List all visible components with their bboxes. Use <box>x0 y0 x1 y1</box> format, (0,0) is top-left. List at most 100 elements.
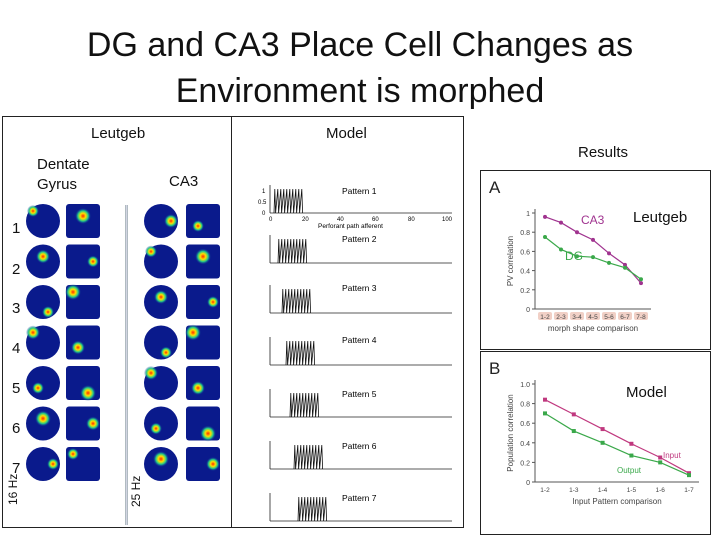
row-number: 2 <box>12 261 21 278</box>
place-field-map <box>66 406 100 441</box>
data-point <box>575 230 579 235</box>
chart-b-panel: B 0 0.2 0.4 0.6 0.8 1.0 1-2 1-3 1-4 1-5 1-6 1-7 Input… <box>480 351 711 535</box>
data-point <box>623 262 627 267</box>
y-tick-label: 0.6 <box>520 249 530 256</box>
data-point <box>639 281 643 286</box>
panel-letter: B <box>489 359 500 378</box>
data-point <box>571 429 576 434</box>
place-field-map <box>26 244 60 279</box>
y-tick-label: 0 <box>526 307 530 314</box>
place-field-map <box>26 447 60 481</box>
row-number: 3 <box>12 300 21 317</box>
data-point <box>607 260 611 265</box>
place-field-map <box>144 406 178 441</box>
y-tick-label: 1.0 <box>520 382 530 389</box>
pattern-trace <box>269 185 452 214</box>
data-point <box>600 427 605 432</box>
dg-ca3-divider <box>125 205 128 525</box>
place-field-map <box>144 447 178 481</box>
row-number: 4 <box>12 340 21 357</box>
place-field-map <box>186 406 220 442</box>
pattern-label: Pattern 4 <box>342 335 377 345</box>
x-tick-label: 1-2 <box>540 314 550 321</box>
place-field-map <box>26 285 60 319</box>
data-point <box>607 251 611 256</box>
place-field-map <box>186 244 220 279</box>
place-field-map <box>186 366 220 400</box>
x-tick-label: 4-5 <box>588 314 598 321</box>
place-field-map <box>26 204 60 238</box>
row-number: 7 <box>12 460 21 477</box>
x-tick-label: 1-6 <box>655 487 665 494</box>
data-point <box>543 214 547 219</box>
ca3-rate-label: 25 Hz <box>129 475 143 507</box>
pattern-label: Pattern 2 <box>342 234 377 244</box>
place-field-map <box>66 204 100 238</box>
x-tick: 80 <box>408 217 415 223</box>
x-tick: 60 <box>372 217 379 223</box>
model-axis: 1 0.5 0 0 20 40 60 80 100 Perforant path… <box>258 189 453 230</box>
data-point <box>591 237 595 242</box>
data-point <box>571 412 576 417</box>
x-tick: 100 <box>442 217 453 223</box>
y-tick-label: 0.8 <box>520 402 530 409</box>
row-number: 1 <box>12 220 21 237</box>
y-tick: 1 <box>262 189 266 195</box>
x-tick: 0 <box>269 217 273 223</box>
data-point <box>687 473 691 478</box>
y-tick: 0 <box>262 211 266 217</box>
place-field-map <box>66 447 100 481</box>
x-tick-label: 3-4 <box>572 314 582 321</box>
data-point <box>559 220 563 225</box>
y-tick-label: 1 <box>526 211 530 218</box>
pattern-label: Pattern 3 <box>342 283 377 293</box>
x-category-chip <box>634 312 648 320</box>
x-tick-label: 2-3 <box>556 314 566 321</box>
pattern-trace <box>269 235 452 264</box>
x-category-chip <box>570 312 584 320</box>
data-point <box>559 247 563 252</box>
data-point <box>591 255 595 260</box>
data-point <box>600 440 605 445</box>
slide-title-line2: Environment is morphed <box>175 72 545 110</box>
chart-b: B 0 0.2 0.4 0.6 0.8 1.0 1-2 1-3 1-4 1-5 1-6 1-7 Input… <box>489 359 699 506</box>
place-field-map <box>66 244 100 279</box>
x-tick-label: 6-7 <box>620 314 630 321</box>
place-field-map <box>26 406 60 441</box>
y-tick: 0.5 <box>258 200 267 206</box>
slide-title: DG and CA3 Place Cell Changes as Environ… <box>0 22 720 114</box>
x-category-chip <box>586 312 600 320</box>
pattern-trace <box>269 389 452 418</box>
place-field-map <box>66 366 100 401</box>
place-field-map <box>144 366 178 400</box>
series-label-output: Output <box>617 466 642 475</box>
slide-title-line1: DG and CA3 Place Cell Changes as <box>86 26 634 64</box>
place-field-maps <box>26 204 220 481</box>
pattern-trace <box>269 493 452 522</box>
place-field-map <box>185 324 220 360</box>
x-category-chip <box>538 312 552 320</box>
leutgeb-header: Leutgeb <box>91 125 146 142</box>
ca3-label: CA3 <box>169 173 199 190</box>
pattern-label: Pattern 1 <box>342 186 377 196</box>
row-number: 5 <box>12 380 21 397</box>
row-number: 6 <box>12 420 21 437</box>
data-point <box>575 254 579 259</box>
x-tick-label: 5-6 <box>604 314 614 321</box>
data-point <box>543 397 547 402</box>
pattern-label: Pattern 5 <box>342 389 377 399</box>
chart-b-side-label: Model <box>626 384 667 401</box>
x-axis-label: Input Pattern comparison <box>572 497 661 506</box>
dg-rate-label: 16 Hz <box>6 473 20 505</box>
data-point <box>658 460 663 465</box>
chart-a-panel: A 0 0.2 0.4 0.6 0.8 1 1-2 2-3 3-4 4-5 5-6 6-7 7-8 morp… <box>480 170 711 350</box>
axis-xlabel: Perforant path afferent <box>318 223 383 230</box>
y-axis-label: PV correlation <box>506 236 515 286</box>
data-point <box>629 441 634 446</box>
panel-letter: A <box>489 178 501 197</box>
data-point <box>658 455 663 460</box>
y-tick-label: 0.8 <box>520 230 530 237</box>
model-pattern-plots: 1 0.5 0 0 20 40 60 80 100 Perforant path… <box>258 185 453 522</box>
dentate-gyrus-label: Dentate Gyrus <box>37 156 90 193</box>
x-tick-label: 7-8 <box>636 314 646 321</box>
